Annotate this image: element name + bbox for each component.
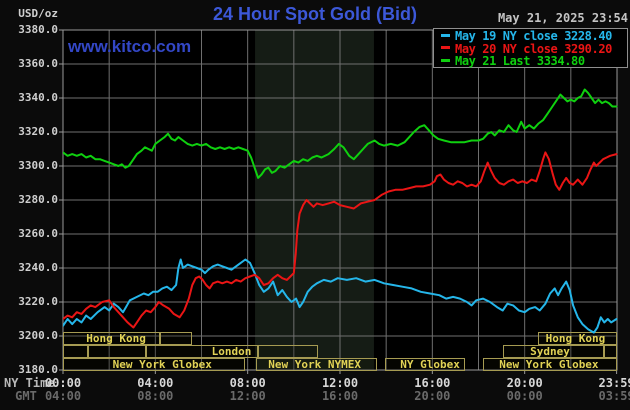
session-box	[146, 344, 259, 358]
session-label: Hong Kong	[86, 331, 146, 345]
y-tick-label: 3380.0	[18, 23, 58, 36]
price-line-may-20	[63, 151, 618, 329]
y-tick-label: 3280.0	[18, 193, 58, 206]
y-tick-label: 3220.0	[18, 295, 58, 308]
session-label: Hong Kong	[545, 331, 606, 345]
x-tick-label-ny: 04:00	[137, 376, 174, 390]
session-label: New York Globex	[112, 357, 212, 371]
legend-line-swatch	[441, 46, 450, 50]
price-line-may-21	[63, 88, 618, 179]
y-tick-label: 3340.0	[18, 91, 58, 104]
ny-time-axis-label: NY Time	[4, 376, 55, 390]
x-tick-label-gmt: 16:00	[321, 389, 359, 403]
legend-item: May 19 NY close 3228.40	[439, 30, 627, 43]
legend-item: May 20 NY close 3290.20	[439, 41, 627, 56]
legend-box: May 19 NY close 3228.40 May 20 NY close 3…	[433, 28, 628, 68]
y-tick-label: 3260.0	[18, 227, 58, 240]
session-box	[385, 357, 465, 371]
y-axis-unit-label: USD/oz	[18, 7, 58, 20]
legend-label: May 19 NY close 3228.40	[455, 29, 612, 43]
session-box	[538, 331, 617, 345]
session-box	[159, 331, 193, 345]
y-tick-label: 3320.0	[18, 125, 58, 138]
kitco-watermark-link[interactable]: www.kitco.com	[68, 37, 192, 56]
y-tick-label: 3300.0	[18, 159, 58, 172]
x-tick-label-gmt: 20:00	[414, 389, 451, 403]
session-label: New York Globex	[499, 357, 599, 371]
gmt-axis-label: GMT	[15, 389, 37, 403]
x-tick-label-ny: 16:00	[414, 376, 451, 390]
x-tick-label-ny: 00:00	[44, 376, 82, 390]
legend-line-swatch	[441, 58, 450, 62]
price-line-may-19	[63, 258, 618, 334]
session-box	[88, 344, 147, 358]
legend-line-swatch	[441, 33, 450, 37]
y-tick-label: 3360.0	[18, 57, 58, 70]
x-tick-label-gmt: 12:00	[229, 389, 266, 403]
session-box	[483, 357, 617, 371]
chart-timestamp: May 21, 2025 23:54	[497, 11, 628, 25]
session-box	[255, 357, 377, 371]
session-label: New York NYMEX	[268, 357, 361, 371]
x-tick-label-gmt: 08:00	[137, 389, 174, 403]
legend-label: May 21 Last 3334.80	[455, 54, 585, 69]
session-label: NY Globex	[400, 357, 460, 371]
session-box	[604, 344, 617, 358]
session-box	[63, 344, 89, 358]
session-box	[258, 344, 319, 358]
session-label: London	[211, 344, 252, 358]
session-box	[63, 357, 246, 371]
session-box	[63, 331, 160, 345]
session-label: Sydney	[530, 344, 570, 358]
legend-label: May 20 NY close 3290.20	[455, 41, 612, 56]
chart-title: 24 Hour Spot Gold (Bid)	[213, 4, 417, 24]
x-tick-label-ny: 20:00	[506, 376, 543, 390]
y-tick-label: 3200.0	[18, 329, 58, 342]
legend-item: May 21 Last 3334.80	[439, 55, 627, 68]
x-tick-label-gmt: 03:59	[598, 389, 630, 403]
y-tick-label: 3180.0	[18, 363, 58, 376]
y-tick-label: 3240.0	[18, 261, 58, 274]
x-tick-label-ny: 08:00	[229, 376, 266, 390]
x-tick-label-ny: 23:59	[598, 376, 630, 390]
session-box	[502, 344, 605, 358]
x-tick-label-ny: 12:00	[321, 376, 359, 390]
x-tick-label-gmt: 04:00	[44, 389, 82, 403]
x-tick-label-gmt: 00:00	[506, 389, 543, 403]
